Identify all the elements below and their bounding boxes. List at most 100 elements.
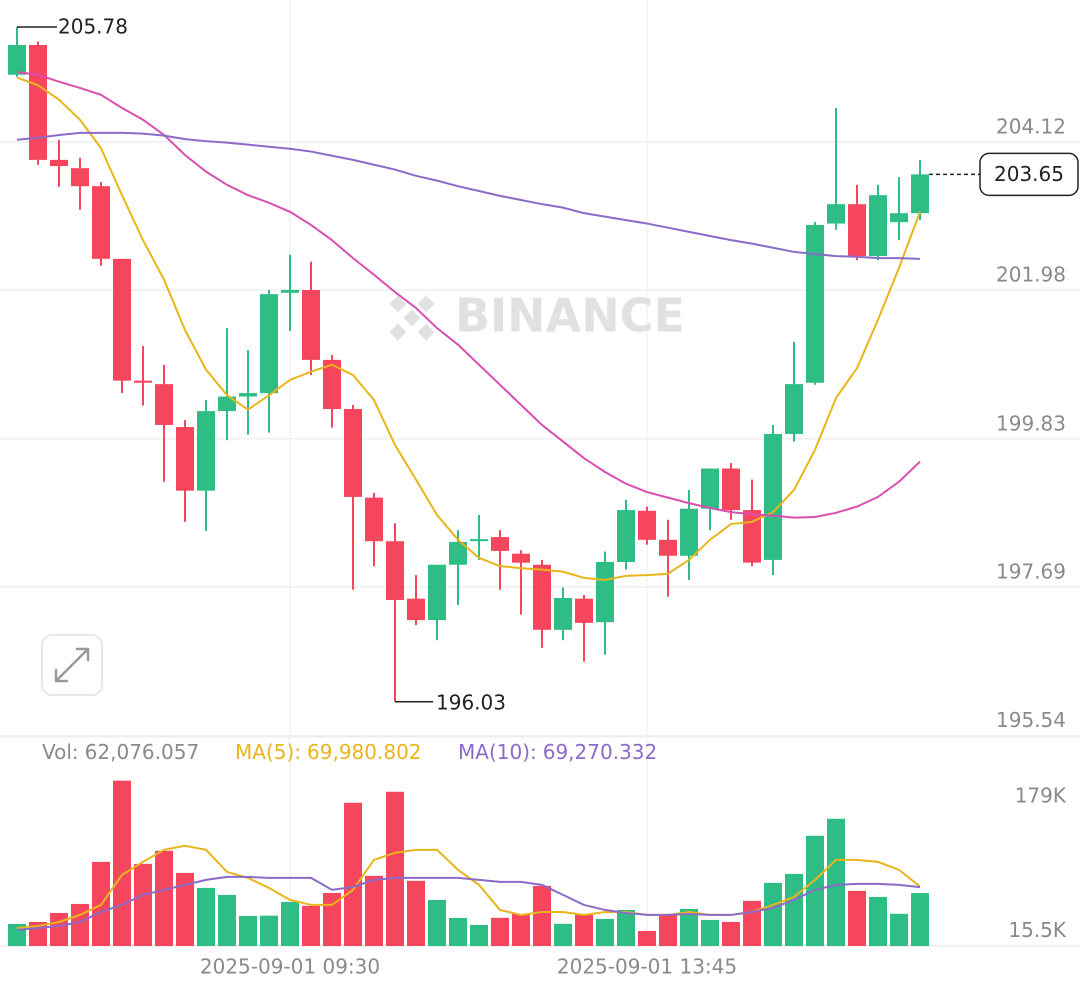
volume-bar — [134, 863, 152, 946]
candle-body — [680, 508, 698, 556]
ma5-legend-value: 69,980.802 — [307, 740, 422, 764]
expand-icon — [54, 647, 90, 683]
y-tick-label: 201.98 — [996, 262, 1066, 286]
volume-bar — [260, 915, 278, 946]
x-tick-label: 2025-09-01 09:30 — [200, 955, 380, 979]
candle-body — [344, 409, 362, 497]
candle-body — [239, 393, 257, 397]
candle-body — [764, 433, 782, 560]
volume-bar — [50, 912, 68, 946]
volume-bar — [512, 913, 530, 946]
volume-bar — [176, 872, 194, 946]
candle-body — [659, 539, 677, 556]
volume-bar — [617, 909, 635, 946]
candle-body — [617, 510, 635, 562]
candle-body — [8, 44, 26, 75]
volume-bar — [785, 873, 803, 946]
y-tick-label: 195.54 — [996, 708, 1066, 732]
expand-button[interactable] — [41, 634, 103, 696]
volume-bar — [71, 903, 89, 946]
candle-body — [386, 541, 404, 601]
volume-bar — [365, 875, 383, 946]
volume-bar — [239, 915, 257, 946]
volume-bar — [197, 887, 215, 946]
plot: 195.54 197.69 199.83 201.98 204.12 2025-09-01… — [8, 14, 1079, 979]
candle-body — [701, 468, 719, 509]
last-price-label: 203.65 — [994, 162, 1064, 186]
volume-bar — [869, 896, 887, 946]
candle-body — [512, 553, 530, 563]
volume-bar — [386, 791, 404, 946]
candle-body — [911, 174, 929, 214]
candle-body — [575, 598, 593, 623]
ma10-legend: MA(10): 69,270.332 — [458, 740, 657, 764]
volume-bar — [890, 913, 908, 946]
volume-legend: Vol: 62,076.057 — [42, 740, 199, 764]
ma5-legend-name: MA(5): — [235, 740, 301, 764]
candle-body — [197, 411, 215, 491]
volume-bar — [911, 893, 929, 946]
candle-body — [113, 258, 131, 381]
candle-body — [176, 427, 194, 491]
volume-bar — [638, 930, 656, 946]
volume-bar — [554, 923, 572, 946]
y-tick-label: 197.69 — [996, 559, 1066, 583]
candle-body — [407, 598, 425, 621]
last-price-box — [979, 152, 1079, 197]
volume-legend-name: Vol: — [42, 740, 79, 764]
candle-body — [638, 510, 656, 540]
volume-ma-line — [16, 875, 921, 931]
candle-body — [365, 497, 383, 542]
volume-bar — [113, 780, 131, 946]
watermark-text: BINANCE — [455, 289, 685, 343]
candle-body — [827, 204, 845, 224]
candle-body — [155, 384, 173, 425]
candle-body — [554, 597, 572, 630]
volume-bar — [680, 908, 698, 946]
ma10-legend-value: 69,270.332 — [543, 740, 658, 764]
candle-body — [71, 168, 89, 187]
candle-body — [533, 564, 551, 630]
volume-bar — [407, 880, 425, 946]
candle-body — [869, 195, 887, 257]
ma-line — [16, 70, 921, 519]
candle-body — [281, 289, 299, 293]
volume-bar — [449, 917, 467, 946]
candle-body — [722, 468, 740, 511]
volume-bar — [764, 882, 782, 946]
volume-bar — [428, 899, 446, 946]
candle-body — [218, 396, 236, 412]
ma-line — [16, 131, 921, 260]
candle-body — [806, 224, 824, 383]
candle-body — [134, 380, 152, 383]
y-tick-label: 204.12 — [996, 114, 1066, 138]
candle-body — [449, 541, 467, 565]
candle-body — [848, 204, 866, 257]
volume-bar — [491, 917, 509, 946]
volume-bar — [848, 890, 866, 946]
candle-body — [890, 213, 908, 223]
candle-body — [596, 561, 614, 623]
volume-bar — [302, 905, 320, 946]
candle-body — [470, 539, 488, 542]
candle-body — [428, 564, 446, 621]
volume-tick-label: 15.5K — [1008, 918, 1067, 942]
candle-body — [785, 384, 803, 434]
high-label: 205.78 — [58, 14, 128, 38]
ma5-legend: MA(5): 69,980.802 — [235, 740, 422, 764]
volume-bar — [218, 894, 236, 946]
candle-body — [50, 159, 68, 167]
volume-legend-value: 62,076.057 — [85, 740, 200, 764]
ma-line — [16, 76, 921, 581]
x-tick-label: 2025-09-01 13:45 — [557, 955, 737, 979]
candle-body — [92, 186, 110, 259]
volume-bar — [575, 914, 593, 946]
y-tick-label: 199.83 — [996, 411, 1066, 435]
volume-bar — [743, 900, 761, 946]
volume-bar — [701, 919, 719, 946]
volume-bar — [470, 924, 488, 946]
volume-bar — [722, 921, 740, 946]
volume-bar — [344, 802, 362, 946]
